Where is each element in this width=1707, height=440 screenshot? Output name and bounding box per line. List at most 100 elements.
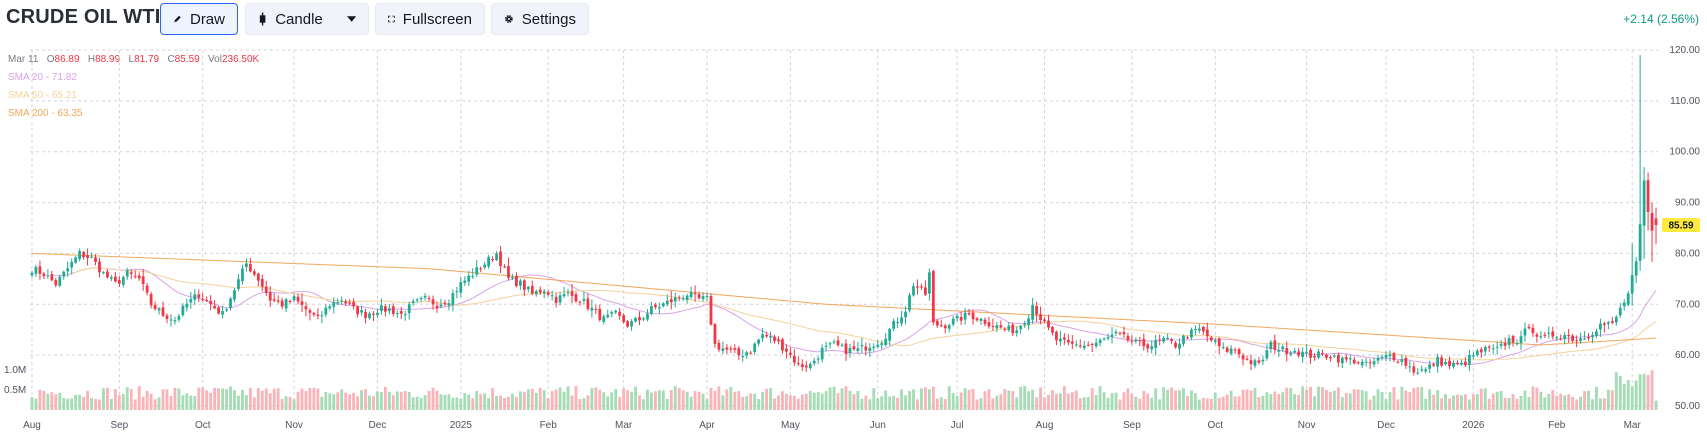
volume-bar bbox=[1587, 390, 1590, 410]
volume-bar bbox=[463, 393, 467, 410]
time-tick-label: Jul bbox=[951, 420, 964, 431]
volume-bar bbox=[1630, 386, 1634, 410]
candle-body bbox=[642, 318, 645, 320]
volume-bar bbox=[796, 398, 800, 410]
volume-bar bbox=[90, 397, 93, 410]
candle-body bbox=[1213, 340, 1217, 343]
candle-body bbox=[1336, 354, 1340, 363]
volume-bar bbox=[1598, 398, 1602, 410]
legend-vol-key: Vol bbox=[208, 54, 222, 65]
volume-bar bbox=[411, 397, 415, 410]
volume-bar bbox=[669, 389, 673, 410]
candle-body bbox=[1225, 347, 1229, 352]
volume-bar bbox=[1610, 390, 1614, 410]
time-tick-label: 2025 bbox=[450, 420, 473, 431]
candle-body bbox=[769, 336, 772, 338]
candle-body bbox=[459, 281, 463, 293]
candle-body bbox=[229, 298, 232, 308]
chart-type-dropdown[interactable]: Candle bbox=[245, 3, 369, 35]
candle-body bbox=[1563, 335, 1567, 340]
candle-body bbox=[717, 342, 721, 350]
volume-bar bbox=[733, 391, 737, 410]
volume-bar bbox=[475, 390, 479, 410]
candle-body bbox=[320, 315, 324, 317]
volume-bar bbox=[1328, 391, 1332, 410]
volume-bar bbox=[58, 392, 62, 410]
volume-bar bbox=[98, 399, 101, 410]
candle-body bbox=[650, 306, 653, 314]
candle-body bbox=[800, 364, 804, 368]
volume-bar bbox=[161, 389, 165, 410]
volume-bar bbox=[1082, 397, 1086, 410]
candle-body bbox=[173, 320, 177, 322]
volume-bar bbox=[1436, 390, 1440, 410]
volume-bar bbox=[975, 399, 979, 410]
candle-body bbox=[237, 279, 240, 289]
volume-bar bbox=[1567, 394, 1571, 410]
candle-body bbox=[1392, 353, 1396, 361]
candle-body bbox=[1146, 344, 1150, 349]
fullscreen-button[interactable]: Fullscreen bbox=[375, 3, 485, 35]
volume-bar bbox=[840, 388, 844, 410]
volume-bar bbox=[1555, 395, 1559, 410]
volume-bar bbox=[1130, 393, 1134, 410]
volume-bar bbox=[94, 398, 97, 410]
volume-bar bbox=[1043, 397, 1046, 410]
volume-bar bbox=[1217, 397, 1221, 410]
candle-body bbox=[689, 291, 693, 298]
draw-button[interactable]: Draw bbox=[160, 3, 238, 35]
candle-body bbox=[654, 304, 657, 308]
candle-body bbox=[1634, 261, 1638, 276]
volume-bar bbox=[594, 387, 598, 410]
fullscreen-button-label: Fullscreen bbox=[402, 10, 472, 28]
candle-body bbox=[820, 347, 824, 360]
volume-bar bbox=[705, 399, 709, 410]
volume-bar bbox=[237, 395, 240, 410]
volume-bar bbox=[1106, 397, 1110, 410]
volume-bar bbox=[1289, 388, 1293, 410]
candle-body bbox=[737, 348, 741, 356]
time-tick-label: Aug bbox=[1036, 420, 1054, 431]
volume-bar bbox=[860, 398, 864, 410]
candle-body bbox=[62, 271, 66, 277]
candle-body bbox=[665, 300, 669, 305]
volume-bar bbox=[177, 388, 181, 410]
volume-bar bbox=[880, 396, 884, 410]
volume-bar bbox=[1253, 387, 1257, 410]
candle-body bbox=[924, 287, 927, 295]
candle-body bbox=[1043, 319, 1046, 322]
volume-bar bbox=[149, 393, 153, 410]
legend-open-key: O bbox=[46, 54, 55, 65]
settings-button[interactable]: Settings bbox=[491, 3, 589, 35]
volume-bar bbox=[495, 395, 498, 410]
candle-body bbox=[852, 346, 856, 350]
volume-bar bbox=[1460, 395, 1463, 410]
volume-bar bbox=[856, 391, 860, 410]
candle-body bbox=[1384, 354, 1388, 358]
volume-bar bbox=[638, 395, 641, 410]
volume-bar bbox=[1579, 396, 1583, 410]
candle-body bbox=[1289, 353, 1293, 355]
volume-bar bbox=[868, 399, 872, 410]
candle-body bbox=[209, 300, 213, 305]
volume-bar bbox=[1384, 399, 1388, 410]
volume-bar bbox=[173, 387, 177, 410]
volume-bar bbox=[1332, 390, 1336, 410]
candle-body bbox=[848, 347, 852, 354]
volume-bar bbox=[197, 387, 201, 410]
candle-body bbox=[1527, 326, 1531, 329]
candle-body bbox=[110, 277, 113, 279]
volume-bar bbox=[264, 388, 268, 410]
chart-grid bbox=[30, 49, 1658, 410]
candle-body bbox=[177, 316, 181, 320]
time-axis: Aug Sep Oct Nov Dec 2025 Feb Mar Apr May Jun Jul Aug… bbox=[23, 420, 1641, 431]
price-chart[interactable]: 50.00 60.00 70.00 80.00 90.00 100.00 110.00 120… bbox=[0, 40, 1707, 440]
candle-body bbox=[30, 272, 34, 276]
volume-bar bbox=[634, 386, 637, 410]
candle-body bbox=[1126, 336, 1130, 341]
volume-bar bbox=[1062, 386, 1066, 410]
candle-body bbox=[947, 325, 951, 329]
volume-bar bbox=[630, 391, 633, 410]
legend-sma20: SMA 20 - 71.82 bbox=[8, 72, 77, 83]
candle-body bbox=[812, 360, 816, 364]
